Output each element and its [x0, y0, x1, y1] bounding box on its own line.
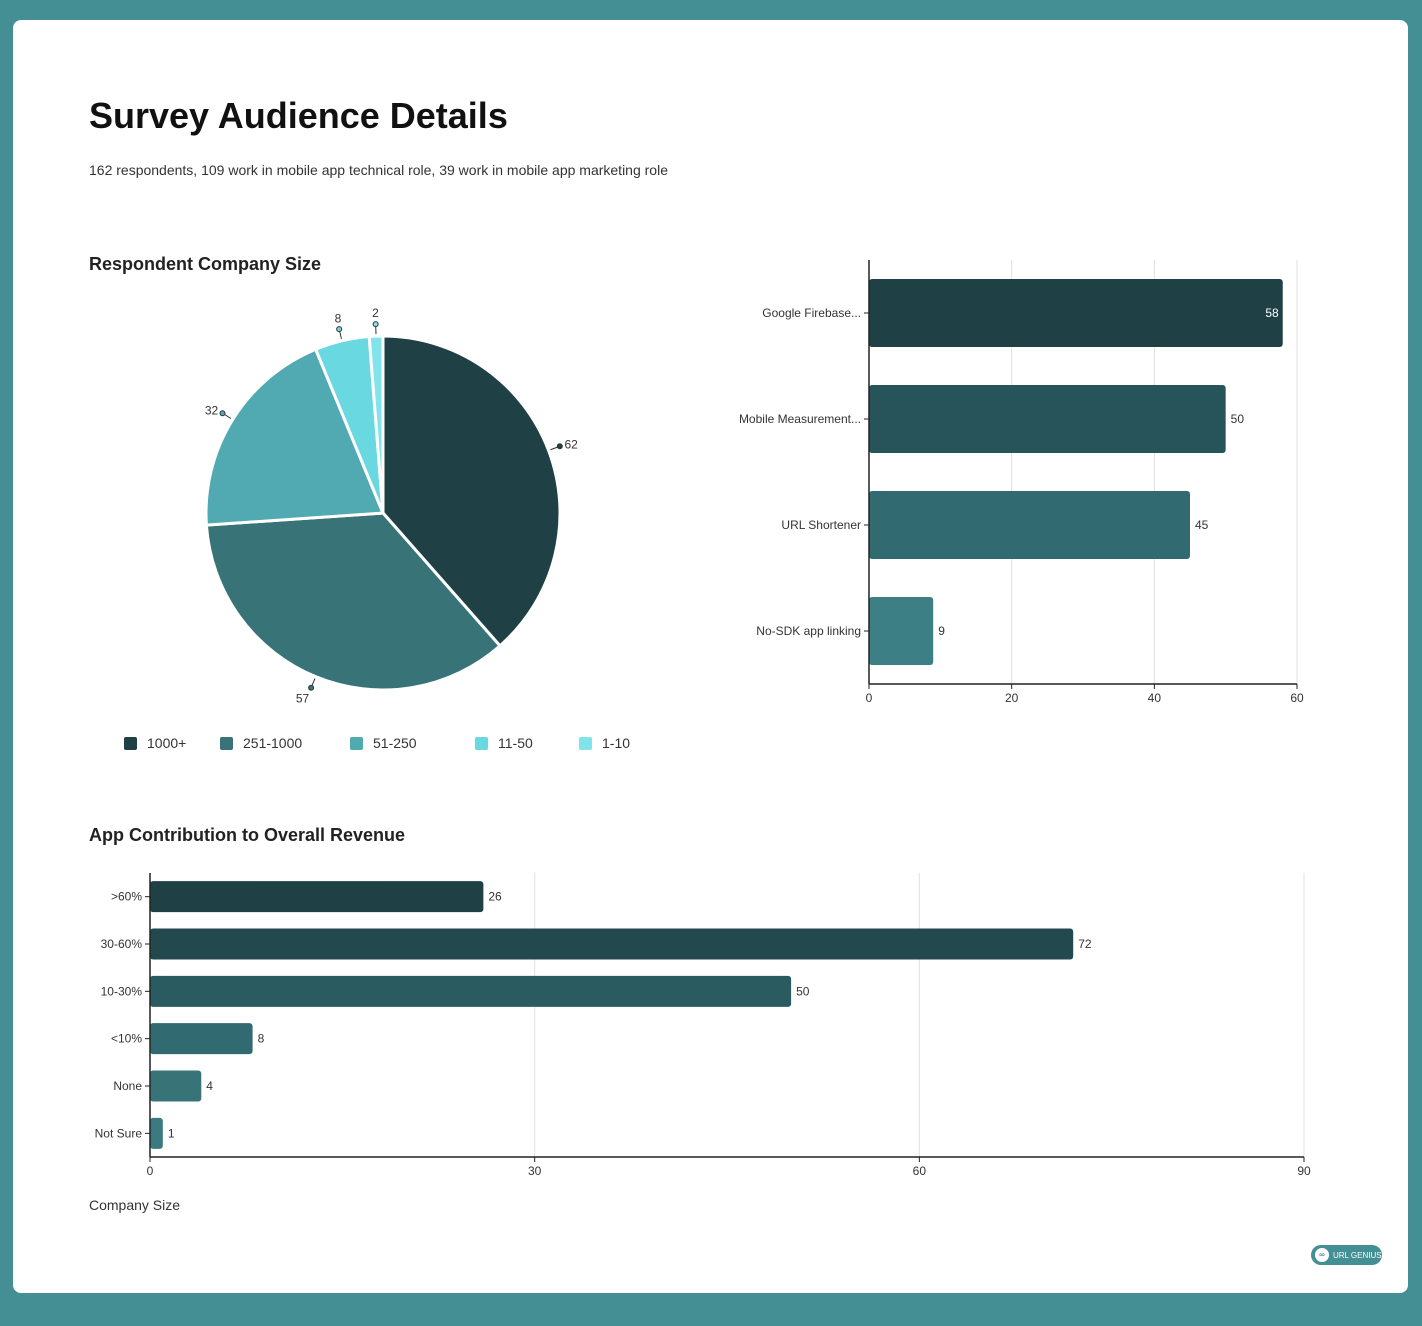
category-label: Google Firebase... — [762, 306, 861, 320]
pie-leader-dot — [372, 321, 379, 328]
pie-leader-dot — [556, 443, 563, 450]
pie-data-label: 57 — [296, 691, 310, 705]
pie-slice-1-10 — [367, 334, 385, 514]
pie-data-label: 32 — [205, 404, 219, 418]
bar-mobile-measurement — [869, 385, 1226, 453]
pie-chart-title: Respondent Company Size — [89, 254, 322, 274]
category-label: None — [113, 1079, 142, 1093]
category-label: 10-30% — [101, 984, 143, 998]
value-label: 50 — [796, 984, 810, 998]
category-label: 30-60% — [101, 937, 143, 951]
linking-method-bar-chart: Google Firebase... 58 Mobile Measurement..… — [739, 260, 1304, 705]
page-title: Survey Audience Details — [89, 95, 508, 136]
category-label: URL Shortener — [781, 518, 861, 532]
footer-label: Company Size — [89, 1197, 181, 1213]
pie-leader-dot — [219, 410, 226, 417]
legend-item-1000[interactable]: 1000+ — [124, 735, 186, 751]
x-tick-label: 60 — [913, 1164, 927, 1178]
bar-no-sdk-app-linking — [869, 597, 934, 665]
x-tick-label: 0 — [147, 1164, 154, 1178]
value-label: 1 — [168, 1126, 175, 1140]
pie-data-label: 62 — [564, 437, 578, 451]
legend-swatch — [124, 736, 137, 750]
pie-slice-1000 — [381, 334, 562, 648]
pie-leader-dot — [336, 326, 343, 333]
bar-10-30 — [150, 975, 792, 1007]
bar-60 — [150, 881, 484, 913]
bar-none — [150, 1070, 202, 1102]
legend-item-11-50[interactable]: 11-50 — [475, 735, 533, 751]
legend-swatch — [220, 736, 233, 750]
bar-30-60 — [150, 928, 1074, 960]
legend-label: 51-250 — [373, 735, 417, 751]
legend-item-251-1000[interactable]: 251-1000 — [220, 735, 302, 751]
x-tick-label: 20 — [1005, 691, 1019, 705]
bar-google-firebase — [869, 279, 1283, 347]
revenue-chart-title: App Contribution to Overall Revenue — [89, 825, 406, 845]
pie-leader-dot — [308, 684, 315, 691]
x-tick-label: 60 — [1290, 691, 1304, 705]
value-label: 26 — [488, 890, 502, 904]
x-tick-label: 90 — [1297, 1164, 1311, 1178]
legend-label: 1000+ — [147, 735, 187, 751]
survey-card — [13, 20, 1408, 1293]
category-label: Mobile Measurement... — [739, 412, 861, 426]
value-label: 72 — [1078, 937, 1092, 951]
badge-text: URL GENIUS — [1333, 1250, 1382, 1260]
value-label: 9 — [938, 624, 945, 638]
legend-swatch — [475, 736, 488, 750]
pie-slice-51-250 — [204, 347, 386, 527]
x-tick-label: 40 — [1148, 691, 1162, 705]
bar-10 — [150, 1023, 253, 1055]
url-genius-badge[interactable]: ∞ URL GENIUS — [1311, 1245, 1382, 1265]
legend-label: 251-1000 — [243, 735, 303, 751]
legend-label: 11-50 — [498, 735, 533, 751]
legend-swatch — [350, 736, 363, 750]
value-label: 8 — [258, 1032, 265, 1046]
legend-item-51-250[interactable]: 51-250 — [350, 735, 417, 751]
category-label: No-SDK app linking — [756, 624, 861, 638]
legend-item-1-10[interactable]: 1-10 — [579, 735, 630, 751]
value-label: 4 — [206, 1079, 213, 1093]
link-icon: ∞ — [1315, 1248, 1329, 1262]
legend-label: 1-10 — [602, 735, 631, 751]
legend-swatch — [579, 736, 592, 750]
value-label: 45 — [1195, 518, 1209, 532]
bar-url-shortener — [869, 491, 1190, 559]
page-subtitle: 162 respondents, 109 work in mobile app … — [89, 162, 668, 178]
bar-not-sure — [150, 1117, 163, 1149]
value-label: 50 — [1231, 412, 1245, 426]
pie-data-label: 8 — [335, 311, 342, 325]
category-label: <10% — [111, 1032, 142, 1046]
revenue-bar-chart: >60% 26 30-60% 72 10-30% 50 <10% 8 None 4 Not Sure… — [95, 873, 1311, 1178]
category-label: >60% — [111, 890, 142, 904]
value-label: 58 — [1265, 306, 1279, 320]
x-tick-label: 30 — [528, 1164, 542, 1178]
pie-legend: 1000+ 251-1000 51-250 11-50 1-10 — [124, 735, 684, 753]
category-label: Not Sure — [95, 1126, 143, 1140]
pie-data-label: 2 — [372, 306, 379, 320]
company-size-pie-chart: 62 57 32 8 2 — [204, 306, 578, 705]
pie-slice-251-1000 — [204, 511, 503, 692]
x-tick-label: 0 — [866, 691, 873, 705]
